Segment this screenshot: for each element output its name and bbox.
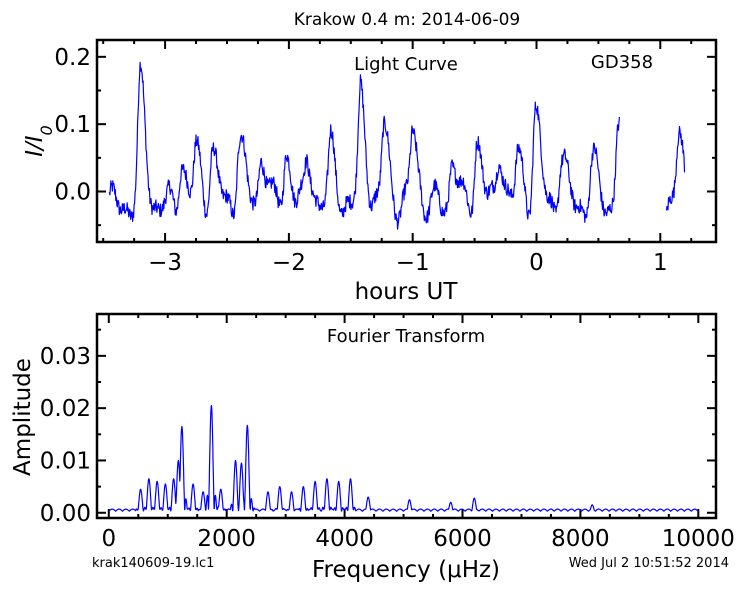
- light-curve-series: [108, 61, 686, 230]
- fourier-tick-labels: 0 2000 4000 6000 8000 10000 0.00 0.01 0.02 0.03: [40, 344, 735, 552]
- fourier-frame: [95, 312, 718, 520]
- light-curve-ytick-label: 0.1: [54, 112, 91, 138]
- light-curve-label: Light Curve: [354, 54, 458, 75]
- fourier-ytick-label: 0.01: [40, 448, 91, 474]
- light-curve-xlabel: hours UT: [355, 279, 459, 305]
- fourier-ytick-label: 0.00: [40, 501, 91, 527]
- figure-title: Krakow 0.4 m: 2014-06-09: [294, 10, 520, 30]
- fourier-label: Fourier Transform: [327, 326, 485, 347]
- footer-filename: krak140609-19.lc1: [92, 556, 214, 571]
- fourier-xtick-label: 10000: [662, 526, 735, 552]
- fourier-xlabel: Frequency (μHz): [312, 557, 500, 583]
- light-curve-tick-labels: −3 −2 −1 0 1 0.0 0.1 0.2: [54, 45, 667, 276]
- fourier-xtick-label: 4000: [315, 526, 374, 552]
- fourier-series: [108, 405, 699, 512]
- fourier-xtick-label: 2000: [197, 526, 256, 552]
- light-curve-frame: [95, 38, 718, 244]
- fourier-xtick-label: 6000: [433, 526, 492, 552]
- light-curve-ylabel: I/I0: [22, 125, 56, 157]
- fourier-ytick-label: 0.02: [40, 396, 91, 422]
- object-label: GD358: [591, 52, 653, 73]
- light-curve-xtick-label: 1: [653, 250, 668, 276]
- fourier-panel: 0 2000 4000 6000 8000 10000 0.00 0.01 0.02 0.03 F…: [10, 312, 735, 583]
- fourier-xtick-label: 8000: [551, 526, 610, 552]
- light-curve-ytick-label: 0.0: [54, 180, 91, 206]
- light-curve-xtick-label: −2: [272, 250, 306, 276]
- light-curve-ticks: [97, 40, 716, 242]
- light-curve-xtick-label: 0: [529, 250, 544, 276]
- light-curve-xtick-label: −1: [396, 250, 430, 276]
- light-curve-panel: −3 −2 −1 0 1 0.0 0.1 0.2 Light Curve GD358 hour…: [22, 38, 718, 305]
- fourier-xtick-label: 0: [101, 526, 116, 552]
- footer-timestamp: Wed Jul 2 10:51:52 2014: [569, 556, 729, 571]
- fourier-ytick-label: 0.03: [40, 344, 91, 370]
- light-curve-xtick-label: −3: [148, 250, 182, 276]
- light-curve-ytick-label: 0.2: [54, 45, 91, 71]
- fourier-ylabel: Amplitude: [10, 358, 36, 476]
